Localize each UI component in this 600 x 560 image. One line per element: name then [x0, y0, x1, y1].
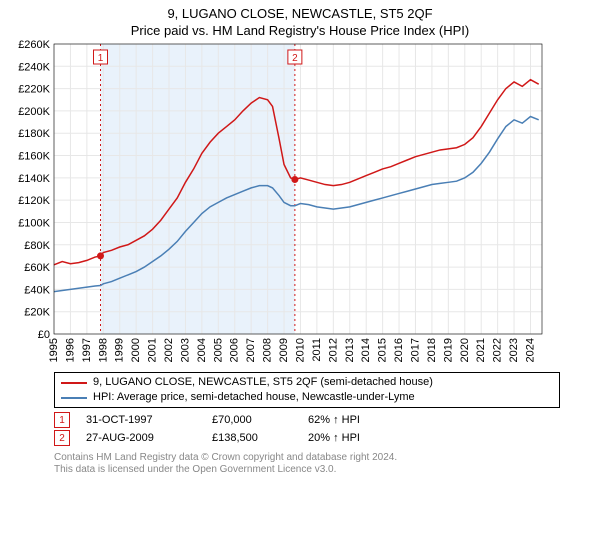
svg-text:2006: 2006 [229, 338, 241, 362]
svg-text:2013: 2013 [344, 338, 356, 362]
legend-label: HPI: Average price, semi-detached house,… [93, 390, 415, 405]
events-list: 1 31-OCT-1997 £70,000 62% ↑ HPI 2 27-AUG… [54, 412, 590, 446]
event-pct: 20% ↑ HPI [308, 432, 360, 444]
event-price: £138,500 [212, 432, 292, 444]
svg-text:2012: 2012 [327, 338, 339, 362]
svg-text:2000: 2000 [130, 338, 142, 362]
svg-text:£80K: £80K [24, 240, 50, 252]
license-text: Contains HM Land Registry data © Crown c… [54, 452, 590, 476]
svg-text:2009: 2009 [278, 338, 290, 362]
legend-item: HPI: Average price, semi-detached house,… [61, 390, 553, 405]
svg-text:2020: 2020 [459, 338, 471, 362]
event-pct: 62% ↑ HPI [308, 414, 360, 426]
svg-text:2011: 2011 [311, 338, 323, 362]
svg-text:£160K: £160K [18, 151, 50, 163]
svg-text:2014: 2014 [360, 338, 372, 362]
svg-text:1997: 1997 [81, 338, 93, 362]
svg-text:2008: 2008 [262, 338, 274, 362]
svg-text:£100K: £100K [18, 217, 50, 229]
legend-item: 9, LUGANO CLOSE, NEWCASTLE, ST5 2QF (sem… [61, 375, 553, 390]
price-chart: £0£20K£40K£60K£80K£100K£120K£140K£160K£1… [10, 38, 550, 368]
svg-text:2010: 2010 [294, 338, 306, 362]
legend-swatch [61, 382, 87, 384]
svg-text:2019: 2019 [442, 338, 454, 362]
event-row: 1 31-OCT-1997 £70,000 62% ↑ HPI [54, 412, 590, 428]
svg-text:2022: 2022 [492, 338, 504, 362]
event-date: 31-OCT-1997 [86, 414, 196, 426]
svg-text:£140K: £140K [18, 173, 50, 185]
svg-text:1: 1 [98, 53, 104, 64]
legend-label: 9, LUGANO CLOSE, NEWCASTLE, ST5 2QF (sem… [93, 375, 433, 390]
svg-text:1998: 1998 [97, 338, 109, 362]
svg-text:£260K: £260K [18, 39, 50, 51]
svg-text:£220K: £220K [18, 84, 50, 96]
svg-text:2001: 2001 [147, 338, 159, 362]
svg-text:1996: 1996 [64, 338, 76, 362]
svg-text:£40K: £40K [24, 284, 50, 296]
svg-text:1995: 1995 [48, 338, 60, 362]
svg-text:2007: 2007 [245, 338, 257, 362]
svg-text:2003: 2003 [179, 338, 191, 362]
svg-text:£180K: £180K [18, 128, 50, 140]
svg-text:2: 2 [292, 53, 298, 64]
svg-text:£200K: £200K [18, 106, 50, 118]
svg-text:1999: 1999 [114, 338, 126, 362]
event-price: £70,000 [212, 414, 292, 426]
svg-text:£240K: £240K [18, 61, 50, 73]
svg-text:2004: 2004 [196, 338, 208, 362]
svg-text:2016: 2016 [393, 338, 405, 362]
svg-text:2024: 2024 [524, 338, 536, 362]
license-line1: Contains HM Land Registry data © Crown c… [54, 452, 590, 464]
svg-text:£60K: £60K [24, 262, 50, 274]
svg-text:2018: 2018 [426, 338, 438, 362]
license-line2: This data is licensed under the Open Gov… [54, 464, 590, 476]
svg-text:2021: 2021 [475, 338, 487, 362]
event-row: 2 27-AUG-2009 £138,500 20% ↑ HPI [54, 430, 590, 446]
svg-text:2023: 2023 [508, 338, 520, 362]
legend-swatch [61, 397, 87, 399]
legend-box: 9, LUGANO CLOSE, NEWCASTLE, ST5 2QF (sem… [54, 372, 560, 408]
svg-text:£120K: £120K [18, 195, 50, 207]
event-date: 27-AUG-2009 [86, 432, 196, 444]
svg-text:2002: 2002 [163, 338, 175, 362]
title-address: 9, LUGANO CLOSE, NEWCASTLE, ST5 2QF [10, 6, 590, 21]
event-marker: 1 [54, 412, 70, 428]
svg-text:2017: 2017 [409, 338, 421, 362]
title-sub: Price paid vs. HM Land Registry's House … [10, 23, 590, 38]
event-marker: 2 [54, 430, 70, 446]
svg-text:2005: 2005 [212, 338, 224, 362]
svg-text:£20K: £20K [24, 307, 50, 319]
svg-text:2015: 2015 [377, 338, 389, 362]
